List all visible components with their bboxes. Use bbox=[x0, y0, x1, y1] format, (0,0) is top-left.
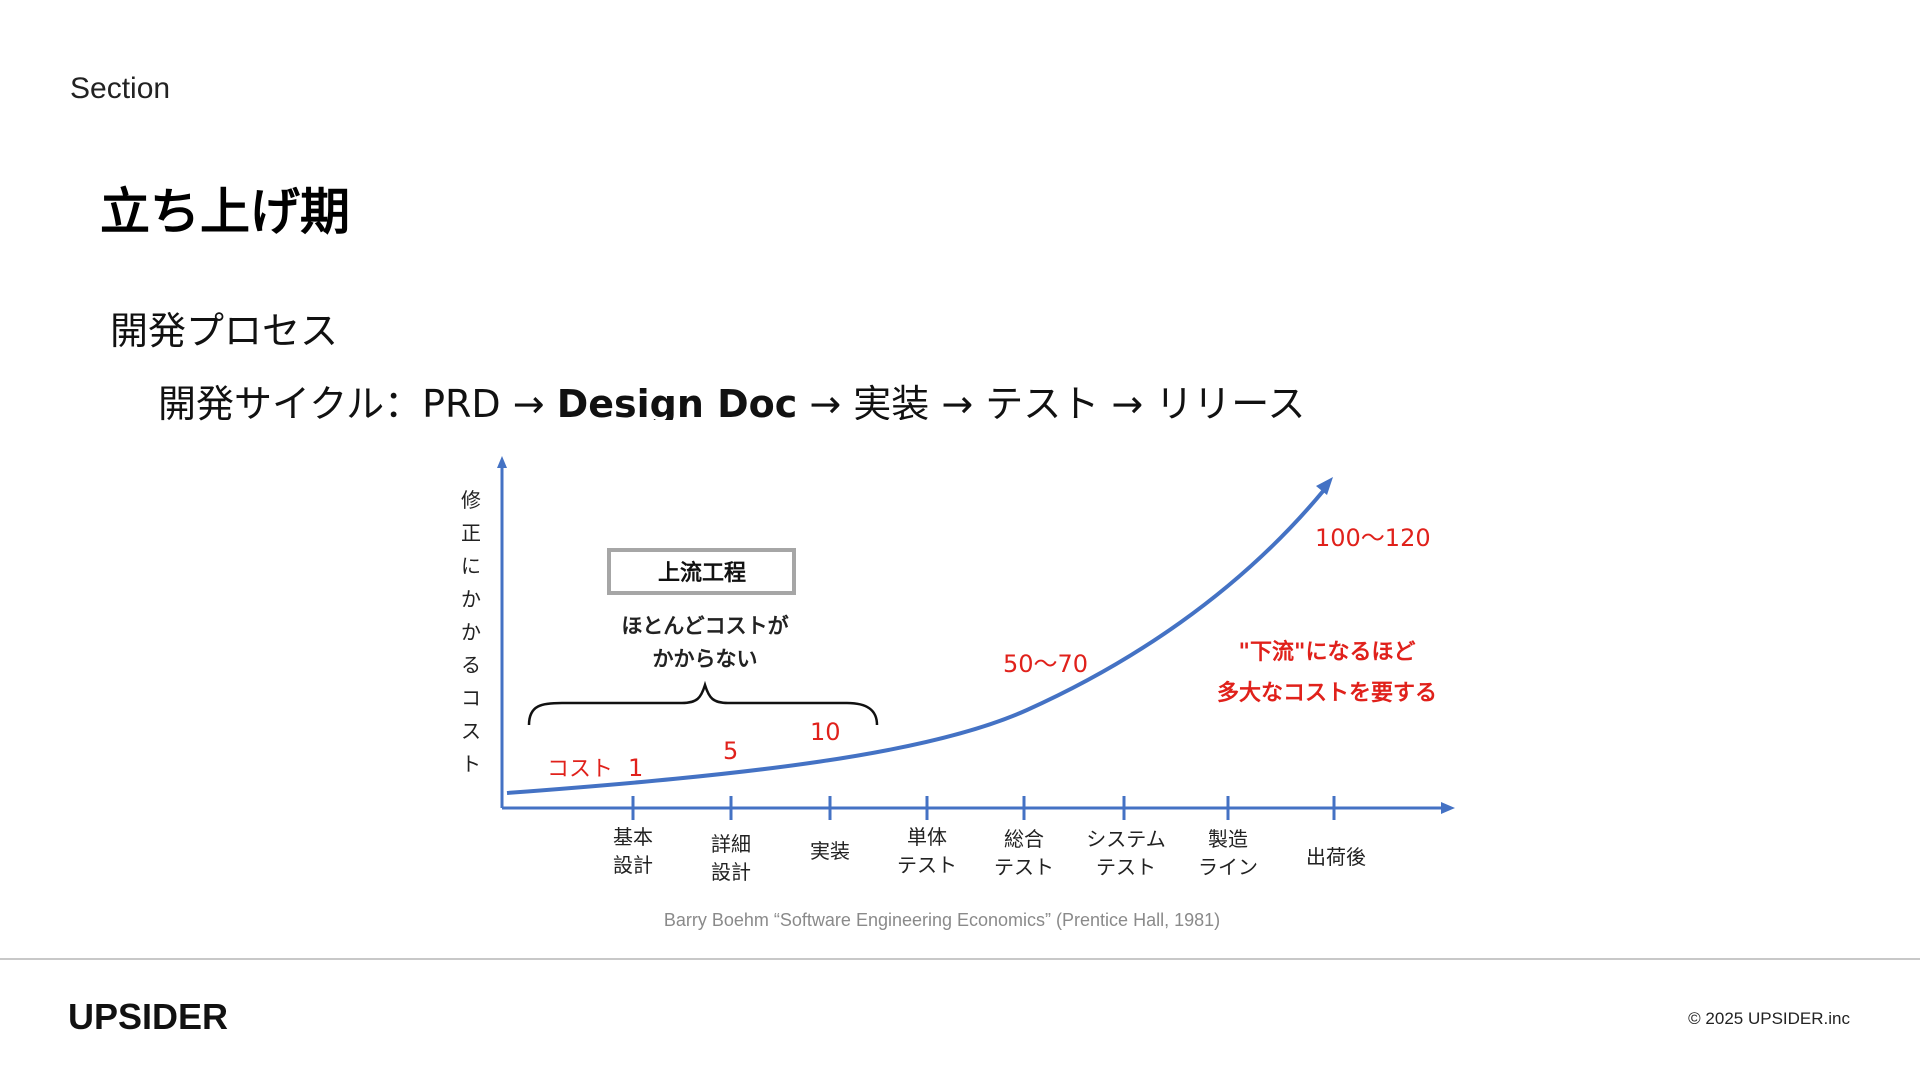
upstream-box bbox=[607, 548, 796, 595]
stage-label: 総合 bbox=[1004, 827, 1044, 851]
y-axis-label-char: コ bbox=[461, 686, 481, 710]
stage-labels: 基本 設計 詳細 設計 実装 単体 テスト 総合 テスト システム テスト 製造… bbox=[613, 825, 1366, 884]
cost-curve bbox=[506, 488, 1326, 795]
stage-label: 実装 bbox=[810, 839, 850, 863]
cost-curve-arrowhead bbox=[1316, 477, 1333, 495]
cost-label: 1 bbox=[628, 754, 643, 782]
y-axis-label-char: か bbox=[461, 620, 481, 644]
stage-label: テスト bbox=[994, 855, 1054, 879]
cost-label: 100〜120 bbox=[1315, 524, 1431, 552]
stage-label: 単体 bbox=[907, 825, 947, 849]
y-axis-label-char: 正 bbox=[461, 521, 481, 545]
y-axis-label: 修 正 に か か る コ ス ト bbox=[461, 488, 481, 776]
upsider-logo: UPSIDER bbox=[68, 996, 229, 1037]
upstream-brace bbox=[527, 680, 879, 726]
upstream-box-label: 上流工程 bbox=[658, 560, 746, 586]
y-axis-label-char: る bbox=[461, 653, 481, 677]
cycle-suffix: → 実装 → テスト → リリース bbox=[797, 382, 1306, 426]
stage-label: テスト bbox=[897, 853, 957, 877]
stage-label: 製造 bbox=[1208, 827, 1248, 851]
stage-label: ライン bbox=[1198, 855, 1258, 879]
y-axis-arrowhead bbox=[497, 456, 507, 468]
x-axis-arrowhead bbox=[1441, 802, 1455, 814]
cycle-prefix: 開発サイクル：PRD → bbox=[158, 382, 557, 426]
cost-label: 50〜70 bbox=[1003, 650, 1088, 678]
upstream-note: かからない bbox=[653, 647, 758, 671]
figure-citation: Barry Boehm “Software Engineering Econom… bbox=[663, 910, 1221, 930]
slide-title: 立ち上げ期 bbox=[100, 183, 350, 241]
y-axis-label-char: ス bbox=[461, 719, 481, 743]
cost-label: 5 bbox=[723, 737, 738, 765]
stage-label: テスト bbox=[1096, 855, 1156, 879]
stage-label: 基本 bbox=[613, 825, 653, 849]
cost-labels: コスト 1 5 10 50〜70 100〜120 bbox=[547, 524, 1431, 782]
cycle-emphasis: Design Doc bbox=[556, 382, 798, 426]
stage-label: 出荷後 bbox=[1306, 845, 1366, 869]
section-label: Section bbox=[70, 72, 171, 105]
subheading: 開発プロセス bbox=[110, 309, 339, 353]
cost-curve-diagram: 基本 設計 詳細 設計 実装 単体 テスト 総合 テスト システム テスト 製造… bbox=[461, 456, 1455, 884]
downstream-note: "下流"になるほど bbox=[1239, 639, 1416, 665]
stage-label: 設計 bbox=[711, 860, 751, 884]
stage-label: システム bbox=[1086, 827, 1165, 851]
copyright-notice: © 2025 UPSIDER.inc bbox=[1688, 1009, 1850, 1028]
x-axis-ticks bbox=[631, 796, 1336, 820]
y-axis-label-char: ト bbox=[461, 752, 481, 776]
stage-label: 詳細 bbox=[711, 832, 751, 856]
upstream-note: ほとんどコストが bbox=[621, 614, 788, 638]
downstream-note: 多大なコストを要する bbox=[1217, 680, 1437, 706]
y-axis-label-char: に bbox=[461, 554, 481, 578]
y-axis-label-char: 修 bbox=[461, 488, 481, 512]
development-cycle-line: 開発サイクル：PRD → Design Doc → 実装 → テスト → リリー… bbox=[158, 373, 1305, 428]
cost-label: 10 bbox=[810, 718, 841, 746]
cost-curve-figure: 基本 設計 詳細 設計 実装 単体 テスト 総合 テスト システム テスト 製造… bbox=[447, 420, 1470, 900]
footer-divider bbox=[0, 958, 1920, 960]
stage-label: 設計 bbox=[613, 853, 653, 877]
cost-prefix-label: コスト bbox=[547, 757, 613, 782]
y-axis-label-char: か bbox=[461, 587, 481, 611]
